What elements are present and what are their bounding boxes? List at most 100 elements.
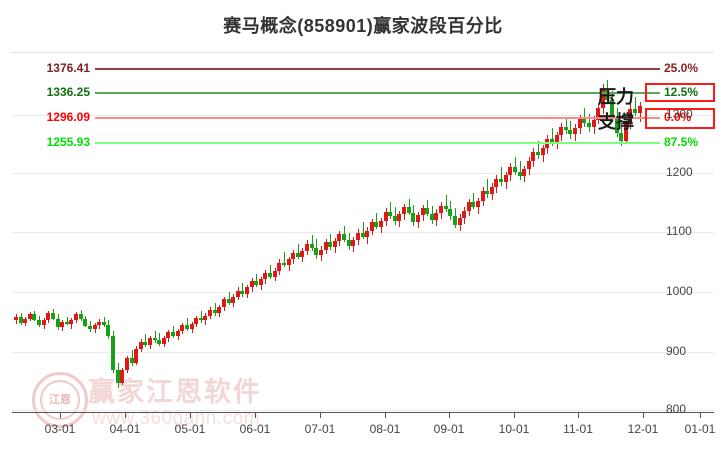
candlestick-body	[392, 216, 397, 222]
plot-top-border	[12, 52, 714, 53]
candlestick-wick	[200, 310, 202, 323]
candlestick-body	[263, 273, 268, 279]
candlestick-body	[318, 249, 323, 256]
candlestick-body	[309, 243, 314, 249]
x-axis-tick	[449, 412, 450, 418]
candlestick-body	[254, 281, 259, 285]
x-axis-tick-label: 10-01	[498, 422, 530, 436]
candlestick-body	[217, 307, 222, 314]
candlestick-body	[78, 314, 83, 320]
annotation-support: 支撑	[598, 112, 634, 132]
candlestick-body	[628, 109, 633, 125]
band-price-label: 1336.25	[46, 85, 90, 99]
candlestick-wick	[66, 316, 68, 326]
candlestick-body	[157, 340, 162, 344]
candlestick-body	[212, 309, 217, 314]
candlestick-wick	[297, 243, 299, 259]
candlestick-wick	[145, 334, 147, 348]
y-axis-tick-label: 1100	[666, 224, 692, 238]
candlestick-wick	[376, 212, 378, 230]
candlestick-wick	[154, 330, 156, 343]
candlestick-body	[582, 118, 587, 124]
candlestick-body	[55, 318, 60, 328]
band-line	[95, 68, 660, 70]
candlestick-body	[342, 234, 347, 241]
candlestick-body	[231, 296, 236, 303]
band-line	[95, 92, 660, 94]
candlestick-body	[494, 178, 499, 187]
band-percent-label: 87.5%	[664, 135, 699, 149]
candlestick-body	[623, 124, 628, 141]
candlestick-body	[499, 178, 504, 183]
candlestick-body	[50, 313, 55, 319]
candlestick-body	[591, 119, 596, 127]
candlestick-wick	[427, 199, 429, 217]
candlestick-body	[471, 202, 476, 208]
candlestick-body	[351, 240, 356, 246]
candlestick-body	[291, 253, 296, 259]
candlestick-body	[152, 338, 157, 341]
candlestick-body	[633, 109, 638, 113]
candlestick-wick	[186, 317, 188, 331]
candlestick-body	[143, 341, 148, 346]
x-axis-tick-label: 11-01	[563, 422, 593, 436]
candlestick-body	[369, 222, 374, 231]
candlestick-wick	[473, 192, 475, 210]
y-axis-tick-label: 900	[666, 344, 687, 358]
candlestick-body	[134, 348, 139, 363]
candlestick-body	[517, 171, 522, 177]
candlestick-body	[609, 99, 614, 118]
candlestick-body	[503, 175, 508, 183]
candlestick-body	[429, 214, 434, 220]
candlestick-body	[402, 207, 407, 215]
gridline	[12, 410, 714, 411]
band-line	[95, 142, 660, 144]
candlestick-body	[87, 325, 92, 330]
candlestick-body	[235, 290, 240, 297]
candlestick-body	[138, 341, 143, 349]
candlestick-wick	[242, 282, 244, 297]
candlestick-wick	[256, 274, 258, 288]
candlestick-body	[439, 205, 444, 213]
band-price-label: 1296.09	[46, 110, 90, 124]
x-axis-tick-label: 09-01	[433, 422, 465, 436]
candlestick-body	[332, 241, 337, 248]
candlestick-body	[462, 210, 467, 218]
candlestick-body	[457, 217, 462, 225]
candlestick-body	[69, 320, 74, 324]
candlestick-wick	[270, 264, 272, 280]
candlestick-body	[508, 166, 513, 176]
x-axis-tick-label: 05-01	[174, 422, 206, 436]
candlestick-body	[166, 332, 171, 338]
x-axis-tick	[60, 412, 61, 418]
band-price-label: 1376.41	[46, 61, 90, 75]
candlestick-body	[522, 169, 527, 177]
candlestick-body	[406, 207, 411, 213]
candlestick-body	[489, 186, 494, 195]
candlestick-body	[337, 234, 342, 242]
candlestick-body	[600, 89, 605, 108]
candlestick-body	[586, 123, 591, 127]
candlestick-body	[360, 233, 365, 237]
candlestick-body	[286, 258, 291, 265]
candlestick-body	[443, 205, 448, 210]
candlestick-body	[563, 126, 568, 131]
candlestick-body	[221, 299, 226, 308]
candlestick-wick	[362, 222, 364, 239]
gridline	[12, 115, 714, 116]
candlestick-body	[147, 338, 152, 346]
candlestick-body	[573, 127, 578, 134]
candlestick-body	[184, 325, 189, 329]
candlestick-body	[383, 211, 388, 222]
candlestick-body	[268, 273, 273, 277]
candlestick-wick	[635, 97, 637, 117]
candlestick-body	[559, 126, 564, 136]
candlestick-body	[240, 290, 245, 295]
candlestick-body	[106, 325, 111, 336]
candlestick-body	[281, 262, 286, 265]
candlestick-body	[198, 317, 203, 321]
x-axis-tick-label: 07-01	[304, 422, 336, 436]
x-axis-tick	[125, 412, 126, 418]
candlestick-wick	[131, 349, 133, 367]
candlestick-body	[619, 132, 624, 141]
